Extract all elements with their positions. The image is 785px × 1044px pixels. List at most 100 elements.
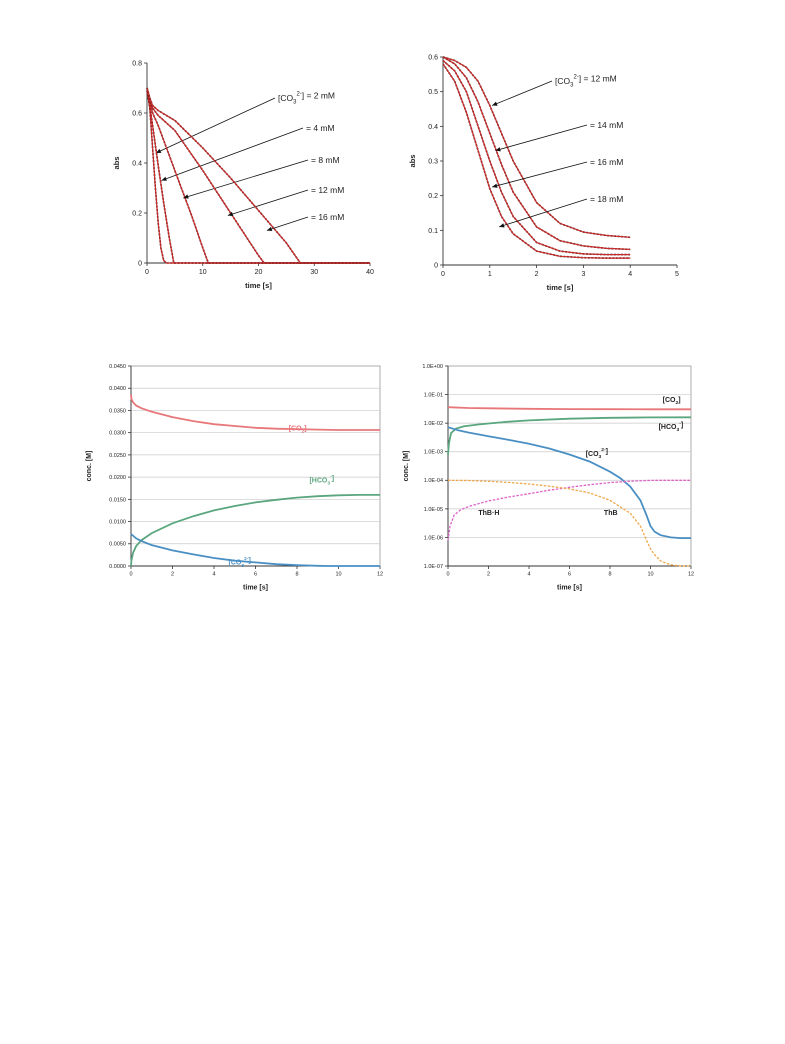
x-tick-label: 6	[254, 572, 257, 578]
x-tick-label: 0	[441, 271, 445, 278]
plot-frame	[130, 365, 381, 567]
series-4-arrow-line	[499, 198, 588, 228]
y-tick-label: 0.0300	[109, 431, 126, 437]
series-1-arrow-head	[492, 101, 498, 106]
y-tick-label: 0.6	[428, 54, 438, 61]
x-tick-label: 3	[581, 271, 585, 278]
x-tick-label: 0	[129, 572, 132, 578]
series-2-measured-line	[442, 56, 631, 251]
series-4-line	[447, 479, 691, 541]
series-3-line	[130, 533, 380, 567]
x-tick-label: 4	[628, 271, 632, 278]
series-2-label: = 14 mM	[590, 120, 623, 130]
series-5-fit-line	[146, 87, 370, 264]
series-4-arrow-head	[499, 223, 505, 228]
series-1-fit-line	[146, 90, 370, 264]
y-tick-label: 0.0250	[109, 453, 126, 459]
y-axis-label: conc. [M]	[86, 451, 93, 482]
y-tick-label: 0.2	[132, 210, 142, 217]
series-1-fit-line	[442, 56, 631, 238]
series-4-arrow-head	[227, 211, 234, 217]
series-4-measured-line	[146, 87, 370, 264]
y-axis-label: conc. [M]	[403, 451, 410, 482]
y-tick-label: 1.0E-06	[424, 535, 443, 541]
series-4-label: ThB·H	[478, 510, 499, 517]
series-3-label: [CO32-]	[229, 556, 251, 569]
series-2-measured-line	[146, 90, 370, 264]
y-tick-label: 0	[434, 262, 438, 269]
series-5-measured-line	[146, 87, 370, 264]
series-4-arrow-line	[227, 189, 309, 216]
series-2-line	[130, 493, 380, 567]
y-tick-label: 0.6	[132, 110, 142, 117]
series-5-line	[447, 479, 691, 567]
series-2-label: [HCO3-]	[659, 422, 684, 434]
x-axis-label: time [s]	[547, 283, 574, 292]
y-tick-label: 1.0E-07	[424, 564, 443, 570]
series-4-fit-line	[442, 63, 631, 259]
series-3-arrow-head	[183, 194, 189, 199]
series-2-arrow-line	[161, 127, 304, 181]
series-2-arrow-head	[495, 147, 501, 152]
series-1-measured-line	[442, 56, 631, 239]
x-tick-label: 10	[335, 572, 341, 578]
x-tick-label: 20	[255, 269, 263, 276]
y-tick-label: 1.0E-05	[424, 507, 443, 513]
series-3-label: [CO32-]	[586, 447, 608, 460]
series-1-label: [CO2]	[663, 397, 681, 406]
series-1-line	[447, 406, 691, 411]
x-tick-label: 2	[487, 572, 490, 578]
y-tick-label: 0.0150	[109, 497, 126, 503]
y-tick-label: 0.4	[428, 124, 438, 131]
y-tick-label: 1.0E-03	[424, 450, 443, 456]
y-tick-label: 0.0450	[109, 364, 126, 370]
y-tick-label: 0.5	[428, 89, 438, 96]
x-tick-label: 2	[535, 271, 539, 278]
y-tick-label: 1.0E-02	[424, 421, 443, 427]
chart-abs-vs-time-high-carbonate: 0 0.1 0.2 0.3 0.4 0.5 0.6 0 1 2 3 4 5 time [s] abs [CO3…	[408, 54, 679, 292]
x-tick-label: 0	[145, 269, 149, 276]
x-tick-label: 40	[366, 269, 374, 276]
x-tick-label: 0	[446, 572, 449, 578]
y-tick-label: 0.8	[132, 60, 142, 67]
series-3-fit-line	[442, 60, 631, 256]
series-2-arrow-head	[161, 176, 167, 181]
series-5-arrow-line	[266, 216, 309, 231]
series-1-arrow-head	[155, 148, 162, 153]
series-5-label: ThB	[604, 510, 618, 517]
x-tick-label: 4	[212, 572, 215, 578]
x-tick-label: 10	[647, 572, 653, 578]
chart-abs-vs-time-low-carbonate: 0 0.2 0.4 0.6 0.8 0 10 20 30 40 time [s] abs [CO32-]…	[112, 60, 374, 290]
series-2-label: [HCO3-]	[309, 475, 334, 487]
chart-concentration-log: 1.0E-07 1.0E-06 1.0E-05 1.0E-04 1.0E-03 1.0E-…	[403, 364, 694, 592]
series-3-arrow-line	[183, 159, 309, 199]
series-1-label: [CO2]	[289, 425, 307, 434]
series-1-label: [CO32-] = 12 mM	[555, 73, 617, 88]
y-tick-label: 0.3	[428, 158, 438, 165]
plot-frame	[447, 365, 692, 567]
x-tick-label: 6	[568, 572, 571, 578]
y-tick-label: 0.2	[428, 193, 438, 200]
x-tick-label: 12	[377, 572, 383, 578]
series-5-label: = 16 mM	[311, 212, 344, 222]
x-tick-label: 8	[295, 572, 298, 578]
x-tick-label: 2	[171, 572, 174, 578]
series-2-arrow-line	[495, 124, 588, 151]
y-tick-label: 1.0E-04	[424, 478, 443, 484]
series-4-label: = 18 mM	[590, 194, 623, 204]
x-tick-label: 10	[199, 269, 207, 276]
y-axis-label: abs	[112, 157, 121, 170]
series-4-fit-line	[146, 87, 370, 264]
x-axis-label: time [s]	[245, 281, 272, 290]
y-tick-label: 0	[138, 260, 142, 267]
y-tick-label: 1.0E-01	[424, 392, 443, 398]
x-tick-label: 1	[488, 271, 492, 278]
series-5-arrow-head	[266, 226, 273, 231]
x-tick-label: 30	[310, 269, 318, 276]
y-tick-label: 0.0100	[109, 519, 126, 525]
y-axis-label: abs	[408, 155, 417, 168]
y-tick-label: 0.0350	[109, 408, 126, 414]
series-1-measured-line	[146, 90, 370, 264]
series-3-measured-line	[146, 87, 370, 264]
y-tick-label: 0.0000	[109, 564, 126, 570]
